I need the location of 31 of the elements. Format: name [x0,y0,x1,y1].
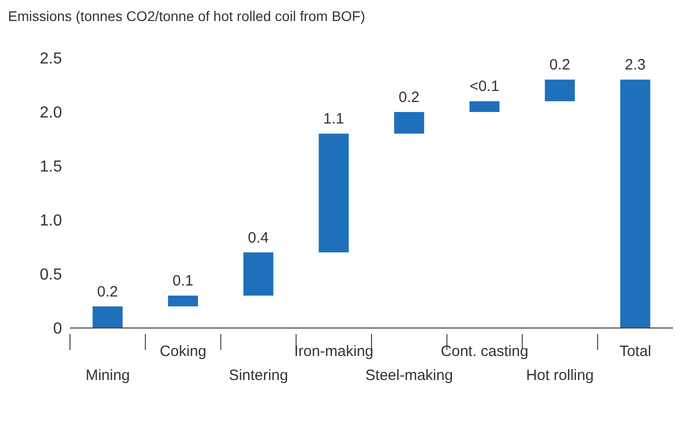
y-tick-label: 2.0 [40,104,62,122]
x-tick-label: Iron-making [294,343,374,360]
y-tick-label: 0 [53,320,62,338]
bar [469,101,500,112]
data-label: 1.1 [323,110,344,128]
data-label: 0.1 [172,272,194,290]
bar [620,80,650,328]
x-tick-label: Total [619,343,652,360]
x-tick-label: Sintering [228,367,288,384]
x-tick-label: Steel-making [365,367,453,384]
data-label: 0.4 [248,229,269,246]
bar [394,112,424,134]
bar [168,296,198,306]
bar [92,306,123,328]
data-label: 0.2 [398,89,420,106]
bar [318,134,349,252]
y-tick-label: 0.5 [40,266,62,284]
bar [544,80,575,102]
bar [243,252,274,296]
y-axis-title: Emissions (tonnes CO2/tonne of hot rolled coil from BOF) [8,8,366,26]
data-label: 0.2 [549,56,570,74]
x-tick-label: Coking [160,343,206,360]
data-label: <0.1 [470,78,500,96]
y-tick-label: 1.0 [40,212,62,230]
y-tick-label: 2.5 [40,50,62,68]
x-tick-label: Hot rolling [526,367,594,384]
data-label: 2.3 [624,56,646,74]
data-label: 0.2 [97,283,118,300]
y-tick-label: 1.5 [40,158,62,176]
x-tick-label: Cont. casting [440,343,528,360]
x-tick-label: Mining [86,367,130,384]
